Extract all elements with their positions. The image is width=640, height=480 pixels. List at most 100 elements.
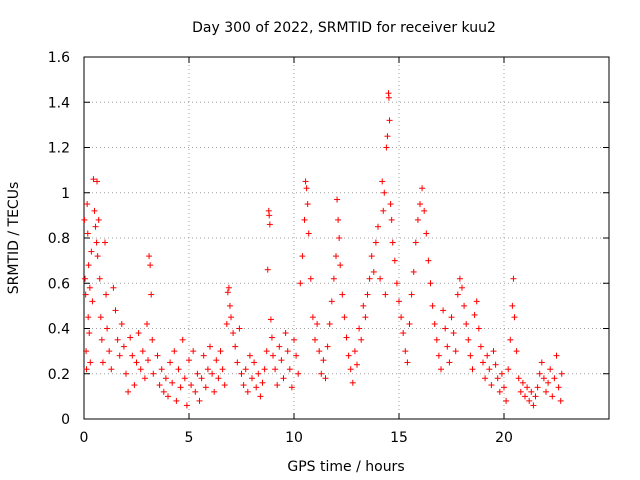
data-point: [538, 359, 545, 366]
data-point: [302, 178, 309, 185]
data-point: [196, 397, 203, 404]
data-point: [345, 352, 352, 359]
data-point: [99, 359, 106, 366]
data-point: [209, 370, 216, 377]
data-point: [192, 388, 199, 395]
data-point: [435, 352, 442, 359]
data-point: [98, 336, 105, 343]
data-point: [171, 348, 178, 355]
data-point: [274, 382, 281, 389]
data-point: [253, 384, 260, 391]
data-point: [530, 402, 537, 409]
data-point: [488, 382, 495, 389]
x-axis-label: GPS time / hours: [287, 459, 404, 475]
data-point: [337, 262, 344, 269]
data-point: [510, 275, 517, 282]
data-point: [494, 375, 501, 382]
data-point: [123, 370, 129, 377]
data-point: [261, 366, 268, 373]
data-point: [356, 325, 363, 332]
data-point: [177, 384, 184, 391]
data-point: [270, 352, 276, 359]
y-axis-label: SRMTID / TECUs: [6, 182, 22, 295]
data-point: [246, 352, 253, 359]
data-point: [382, 291, 389, 298]
data-point: [147, 262, 154, 269]
data-point: [385, 94, 392, 101]
data-point: [454, 291, 461, 298]
data-point: [88, 248, 95, 255]
data-point: [370, 268, 377, 275]
data-point: [431, 320, 438, 327]
data-point: [368, 253, 375, 260]
x-tick-label: 5: [185, 430, 194, 446]
data-point: [440, 307, 447, 314]
data-point: [509, 302, 516, 309]
data-point: [141, 375, 148, 382]
data-point: [181, 375, 188, 382]
data-point: [553, 352, 560, 359]
data-point: [293, 352, 300, 359]
data-point: [125, 388, 132, 395]
data-point: [425, 257, 432, 264]
data-point: [114, 336, 121, 343]
data-point: [167, 359, 174, 366]
data-point: [463, 320, 470, 327]
x-tick-label: 10: [285, 430, 303, 446]
data-point: [384, 133, 391, 140]
data-point: [110, 284, 117, 291]
data-point: [480, 359, 486, 366]
data-point: [150, 370, 157, 377]
data-point: [558, 370, 565, 377]
y-tick-label: 0.2: [48, 367, 70, 383]
data-point: [484, 352, 491, 359]
data-point: [94, 253, 101, 260]
data-point: [280, 375, 287, 382]
data-point: [446, 359, 453, 366]
data-point: [543, 388, 549, 395]
data-point: [336, 235, 343, 241]
data-point: [351, 348, 358, 355]
data-point: [383, 144, 390, 151]
data-point: [334, 196, 341, 203]
data-point: [389, 239, 396, 246]
data-point: [343, 334, 350, 341]
data-point: [433, 336, 440, 343]
data-point: [255, 370, 262, 377]
grid: [84, 57, 609, 419]
data-point: [202, 384, 209, 391]
data-point: [179, 336, 186, 343]
data-point: [133, 359, 140, 366]
data-point: [335, 216, 342, 223]
data-point: [515, 375, 522, 382]
data-point: [96, 275, 103, 282]
data-point: [149, 336, 156, 343]
data-point: [316, 348, 323, 355]
y-tick-label: 1.6: [48, 50, 70, 66]
data-point: [406, 320, 413, 327]
data-point: [551, 375, 558, 382]
data-point: [263, 348, 270, 355]
data-point: [404, 359, 411, 366]
data-point: [120, 343, 127, 350]
data-point: [536, 370, 543, 377]
data-point: [412, 239, 419, 246]
data-point: [238, 370, 245, 377]
data-point: [427, 280, 434, 287]
data-point: [549, 393, 556, 400]
data-point: [86, 284, 93, 291]
data-point: [486, 366, 493, 373]
data-point: [224, 289, 231, 296]
data-point: [400, 330, 407, 337]
data-point: [118, 320, 125, 327]
data-point: [414, 216, 421, 223]
data-point: [528, 388, 535, 395]
data-point: [127, 334, 134, 341]
x-tick-label: 15: [390, 430, 408, 446]
y-tick-label: 0.4: [48, 322, 70, 338]
data-point: [301, 216, 308, 223]
data-point: [266, 212, 273, 219]
data-point: [423, 230, 430, 237]
x-tick-label: 0: [80, 430, 89, 446]
data-point: [188, 382, 195, 389]
